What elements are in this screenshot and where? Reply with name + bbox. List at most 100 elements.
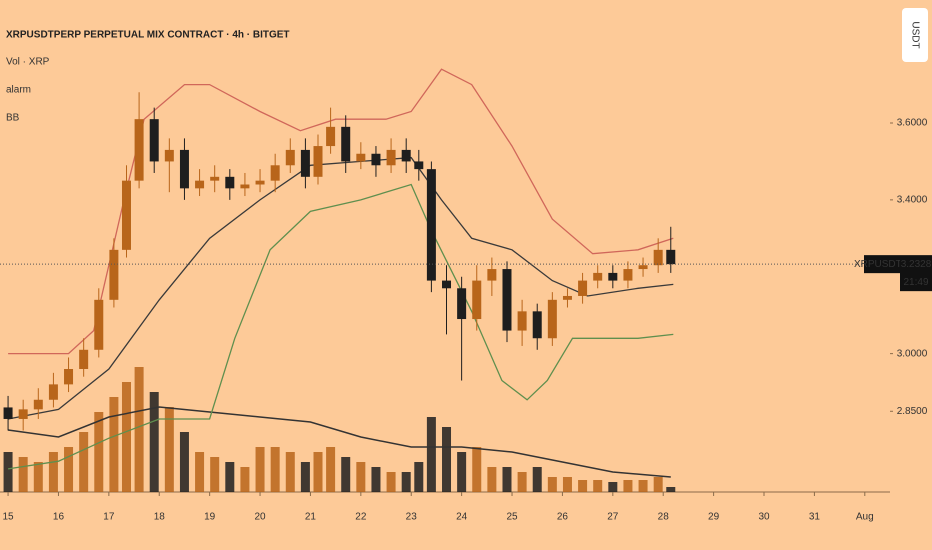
volume-bar bbox=[502, 467, 512, 492]
volume-bar bbox=[608, 482, 618, 492]
x-tick-label: 16 bbox=[53, 512, 65, 523]
candle-body bbox=[502, 269, 512, 331]
candle-body bbox=[547, 299, 557, 339]
countdown-label: 21:49 bbox=[903, 277, 928, 288]
candle-body bbox=[532, 311, 542, 339]
price-label-box bbox=[900, 255, 932, 292]
volume-bar bbox=[487, 467, 497, 492]
volume-bar bbox=[121, 382, 131, 492]
volume-bar bbox=[326, 447, 336, 492]
indicator-label: Vol · XRP bbox=[6, 57, 50, 68]
volume-bar bbox=[109, 397, 119, 492]
candle-body bbox=[371, 153, 381, 166]
candle-body bbox=[313, 146, 323, 177]
volume-bar bbox=[79, 432, 89, 492]
candle-body bbox=[179, 149, 189, 189]
x-tick-label: 31 bbox=[809, 512, 821, 523]
volume-bar bbox=[210, 457, 220, 492]
volume-bar bbox=[300, 462, 310, 492]
candle-body bbox=[285, 149, 295, 166]
candle-body bbox=[121, 180, 131, 250]
volume-bar bbox=[401, 472, 411, 492]
candle-body bbox=[210, 176, 220, 181]
symbol-label-box bbox=[864, 255, 900, 274]
volume-bar bbox=[426, 417, 436, 492]
volume-bar bbox=[33, 462, 43, 492]
volume-bar bbox=[195, 452, 205, 492]
y-tick-label: 2.8500 bbox=[897, 406, 928, 417]
band-line bbox=[7, 156, 674, 420]
x-tick-label: 25 bbox=[506, 512, 518, 523]
y-tick-label: 3.4000 bbox=[897, 195, 928, 206]
candle-body bbox=[472, 280, 482, 320]
x-tick-label: 29 bbox=[708, 512, 720, 523]
candle-body bbox=[149, 119, 159, 162]
candle-body bbox=[270, 165, 280, 181]
x-tick-label: Aug bbox=[856, 512, 874, 523]
candle-body bbox=[109, 249, 119, 300]
candle-body bbox=[195, 180, 205, 189]
candle-body bbox=[593, 272, 603, 281]
volume-bar bbox=[472, 447, 482, 492]
candle-body bbox=[64, 369, 74, 385]
candle-body bbox=[562, 295, 572, 300]
candle-body bbox=[517, 311, 527, 331]
x-tick-label: 30 bbox=[758, 512, 770, 523]
candle-body bbox=[623, 269, 633, 281]
x-tick-label: 24 bbox=[456, 512, 468, 523]
candle-body bbox=[164, 149, 174, 162]
x-tick-label: 15 bbox=[3, 512, 15, 523]
candle-body bbox=[414, 161, 424, 170]
volume-bar bbox=[48, 452, 58, 492]
volume-bar bbox=[593, 480, 603, 492]
candle-body bbox=[300, 149, 310, 177]
volume-bar bbox=[341, 457, 351, 492]
volume-bar bbox=[240, 467, 250, 492]
x-tick-label: 19 bbox=[204, 512, 216, 523]
volume-bar bbox=[623, 480, 633, 492]
candle-body bbox=[326, 126, 336, 147]
price-label: 3.2328 bbox=[901, 259, 932, 270]
x-tick-label: 27 bbox=[607, 512, 619, 523]
chart-title: XRPUSDTPERP PERPETUAL MIX CONTRACT · 4h … bbox=[6, 30, 290, 41]
volume-bar bbox=[3, 452, 13, 492]
candle-body bbox=[426, 169, 436, 281]
currency-button[interactable] bbox=[902, 8, 928, 62]
symbol-label: XRPUSDT.P bbox=[854, 259, 910, 270]
candle-body bbox=[386, 149, 396, 166]
volume-bar bbox=[457, 452, 467, 492]
volume-bar bbox=[547, 477, 557, 492]
volume-bar bbox=[562, 477, 572, 492]
candle-body bbox=[442, 280, 452, 289]
candle-body bbox=[341, 126, 351, 162]
candle-body bbox=[653, 249, 663, 266]
volume-bar bbox=[638, 480, 648, 492]
candle-body bbox=[457, 288, 467, 320]
volume-bar bbox=[285, 452, 295, 492]
x-tick-label: 28 bbox=[658, 512, 670, 523]
candle-body bbox=[240, 184, 250, 189]
x-tick-label: 18 bbox=[154, 512, 166, 523]
x-tick-label: 23 bbox=[406, 512, 418, 523]
x-tick-label: 21 bbox=[305, 512, 317, 523]
candle-body bbox=[638, 265, 648, 270]
volume-bar bbox=[225, 462, 235, 492]
volume-bar bbox=[356, 462, 366, 492]
currency-label[interactable]: USDT bbox=[909, 21, 920, 48]
candle-body bbox=[94, 299, 104, 350]
candle-body bbox=[608, 272, 618, 281]
volume-bar bbox=[414, 462, 424, 492]
candle-body bbox=[356, 153, 366, 162]
candle-body bbox=[578, 280, 588, 296]
candle-body bbox=[33, 399, 43, 410]
candle-body bbox=[3, 407, 13, 419]
volume-bar bbox=[164, 407, 174, 492]
volume-bar bbox=[149, 392, 159, 492]
candle-body bbox=[134, 119, 144, 181]
candle-body bbox=[79, 349, 89, 369]
x-tick-label: 20 bbox=[254, 512, 266, 523]
volume-bar bbox=[371, 467, 381, 492]
candle-body bbox=[255, 180, 265, 185]
volume-bar bbox=[313, 452, 323, 492]
